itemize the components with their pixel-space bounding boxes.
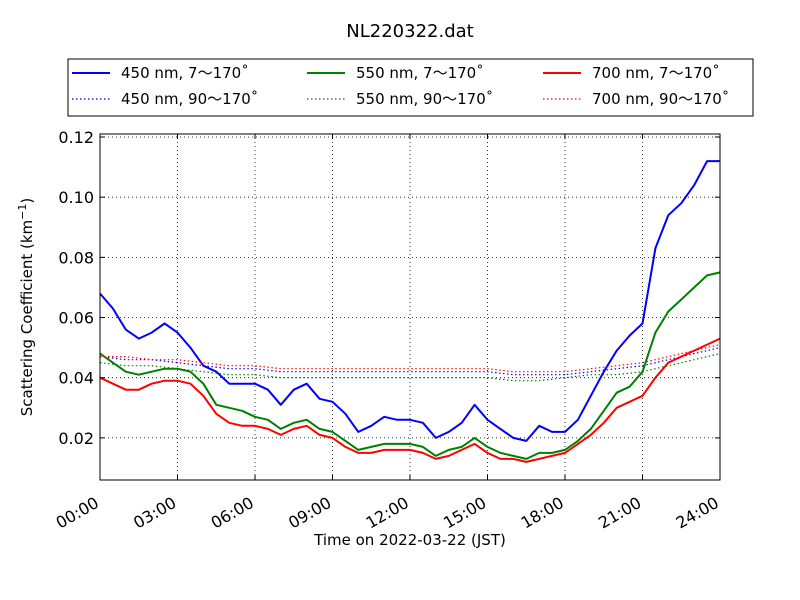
y-tick-label: 0.04 — [58, 369, 94, 388]
x-tick-label: 00:00 — [53, 493, 102, 533]
y-tick-label: 0.06 — [58, 309, 94, 328]
legend-label-3: 550 nm, 90～170˚ — [356, 90, 493, 108]
series-line-0 — [99, 160, 720, 442]
y-tick-label: 0.10 — [58, 188, 94, 207]
grid — [100, 134, 720, 480]
series-line-2 — [99, 271, 721, 460]
legend-label-5: 700 nm, 90～170˚ — [592, 90, 729, 108]
x-tick-label: 03:00 — [130, 493, 179, 533]
legend-frame — [67, 58, 754, 117]
x-tick-label: 09:00 — [285, 493, 334, 533]
legend-label-0: 450 nm, 7～170˚ — [121, 64, 249, 82]
y-axis-ticks: 0.02 0.04 0.06 0.08 0.10 0.12 — [58, 128, 720, 448]
y-tick-label: 0.08 — [58, 248, 94, 267]
x-tick-label: 12:00 — [363, 493, 412, 533]
x-tick-label: 24:00 — [673, 493, 722, 533]
legend-label-2: 550 nm, 7～170˚ — [356, 64, 484, 82]
x-tick-label: 21:00 — [595, 493, 644, 533]
chart-title: NL220322.dat — [346, 21, 473, 42]
y-tick-label: 0.12 — [58, 128, 94, 147]
x-tick-label: 18:00 — [518, 493, 567, 533]
y-axis-label-main: Scattering Coefficient (km — [18, 220, 36, 416]
x-axis-ticks: 00:00 03:00 06:00 09:00 12:00 15:00 18:00 21:00… — [53, 134, 722, 533]
x-tick-label: 15:00 — [440, 493, 489, 533]
y-tick-label: 0.02 — [58, 429, 94, 448]
legend-label-1: 450 nm, 90～170˚ — [121, 90, 258, 108]
x-axis-label: Time on 2022-03-22 (JST) — [313, 531, 506, 549]
y-axis-label: Scattering Coefficient (km−1) — [16, 198, 36, 417]
legend-label-4: 700 nm, 7～170˚ — [592, 64, 720, 82]
legend: 450 nm, 7～170˚ 450 nm, 90～170˚ 550 nm, 7～1… — [67, 58, 754, 117]
series-line-4 — [99, 337, 721, 463]
x-tick-label: 06:00 — [208, 493, 257, 533]
series-lines — [99, 160, 721, 463]
y-axis-label-exponent: −1 — [16, 204, 29, 220]
y-axis-label-end: ) — [18, 198, 36, 204]
